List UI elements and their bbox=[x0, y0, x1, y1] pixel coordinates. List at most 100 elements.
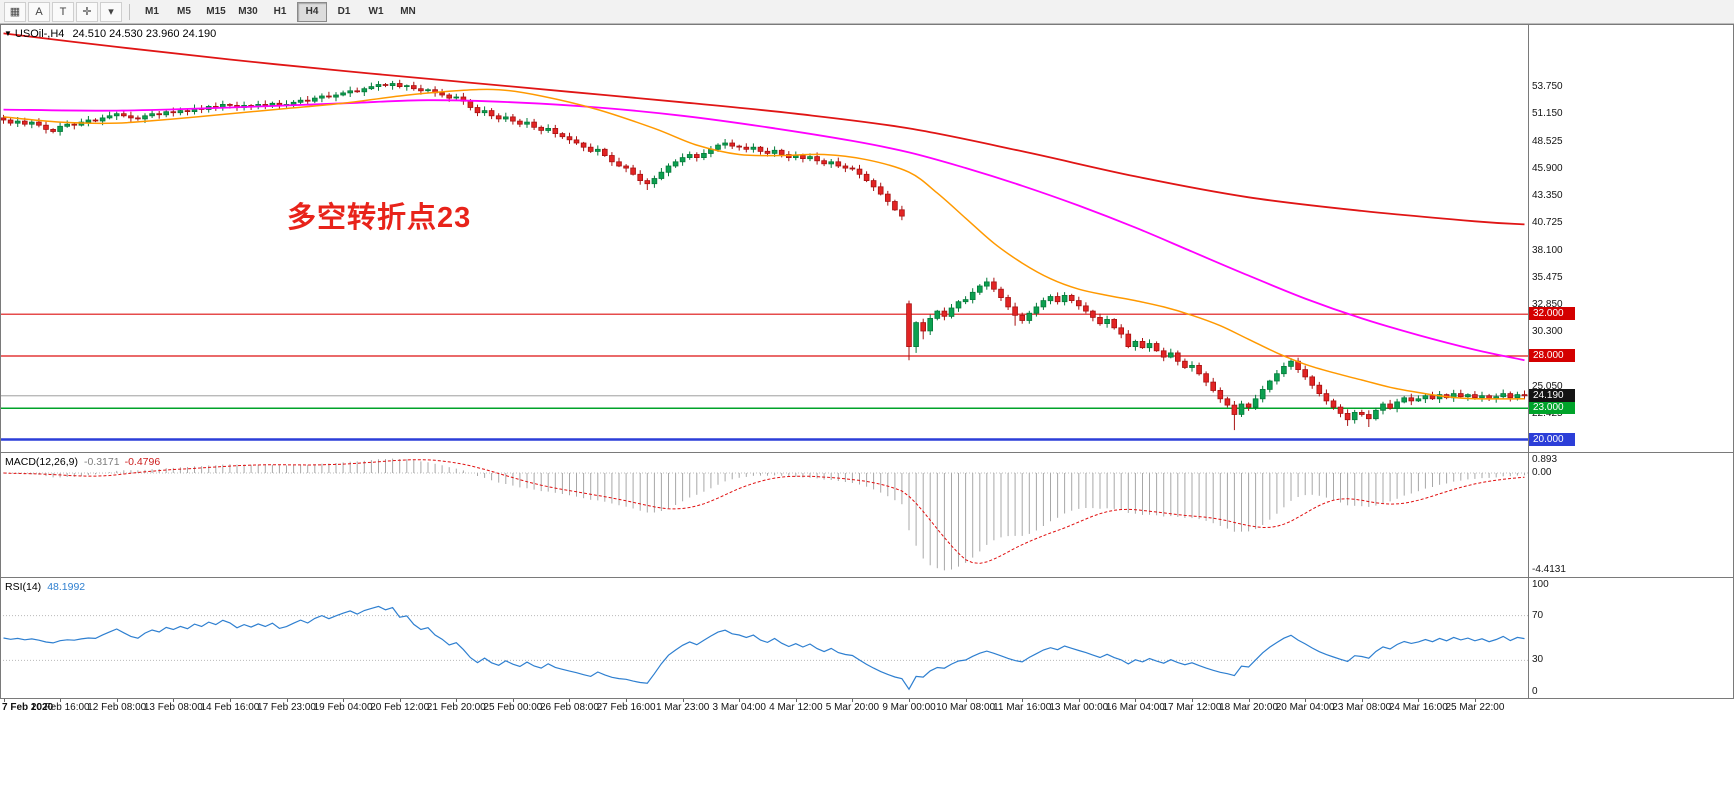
toolbar-tools-group: ▦ A T ✛ ▾ bbox=[3, 1, 123, 22]
price-line-badge: 32.000 bbox=[1529, 307, 1575, 320]
time-axis-tick bbox=[1022, 699, 1023, 702]
rsi-line bbox=[3, 605, 1525, 691]
price-axis-label: 53.750 bbox=[1532, 81, 1563, 92]
time-axis-label: 21 Feb 20:00 bbox=[426, 702, 486, 713]
time-axis-tick bbox=[456, 699, 457, 702]
rsi-axis-100: 100 bbox=[1532, 579, 1549, 590]
macd-name: MACD(12,26,9) bbox=[5, 456, 78, 468]
price-axis-label: 51.150 bbox=[1532, 108, 1563, 119]
charts-grid-icon[interactable]: ▦ bbox=[4, 1, 26, 22]
rsi-indicator-chart[interactable] bbox=[0, 578, 1528, 698]
ma-long-red bbox=[3, 32, 1525, 226]
price-axis-border bbox=[1528, 24, 1529, 699]
chart-frame-left bbox=[0, 24, 1, 699]
time-axis-tick bbox=[230, 699, 231, 702]
time-axis-tick bbox=[173, 699, 174, 702]
time-axis-label: 10 Mar 08:00 bbox=[936, 702, 996, 713]
chart-ohlc-values: 24.510 24.530 23.960 24.190 bbox=[72, 28, 217, 40]
chart-frame-top bbox=[0, 24, 1734, 25]
chart-dropdown-icon[interactable]: ▼ bbox=[4, 29, 12, 38]
timeframe-h1-button[interactable]: H1 bbox=[273, 6, 287, 17]
time-axis-tick bbox=[513, 699, 514, 702]
time-axis-tick bbox=[909, 699, 910, 702]
timeframe-d1-button[interactable]: D1 bbox=[337, 6, 351, 17]
time-axis-label: 4 Mar 12:00 bbox=[769, 702, 823, 713]
ma-medium-magenta bbox=[3, 99, 1525, 362]
timeframe-buttons-group: M1 M5 M15 M30 H1 H4 D1 W1 MN bbox=[136, 1, 424, 22]
time-axis-tick bbox=[1305, 699, 1306, 702]
time-axis-label: 12 Feb 08:00 bbox=[87, 702, 147, 713]
rsi-axis-30: 30 bbox=[1532, 654, 1544, 665]
time-axis-label: 24 Mar 16:00 bbox=[1388, 702, 1448, 713]
timeframe-m5-button[interactable]: M5 bbox=[177, 6, 191, 17]
text-label-t-icon[interactable]: T bbox=[52, 1, 74, 22]
time-axis[interactable]: 7 Feb 2020 10 Feb 16:00 12 Feb 08:00 13 Feb… bbox=[0, 699, 1734, 719]
timeframe-h4-button[interactable]: H4 bbox=[297, 1, 327, 22]
rsi-name: RSI(14) bbox=[5, 581, 42, 593]
time-axis-tick bbox=[1362, 699, 1363, 702]
time-axis-tick bbox=[739, 699, 740, 702]
price-axis-label: 48.525 bbox=[1532, 136, 1563, 147]
time-axis-tick bbox=[1418, 699, 1419, 702]
time-axis-label: 25 Feb 00:00 bbox=[483, 702, 543, 713]
macd-indicator-chart[interactable] bbox=[0, 453, 1528, 576]
candlestick-chart[interactable] bbox=[0, 25, 1528, 451]
rsi-axis-0: 0 bbox=[1532, 686, 1538, 697]
time-axis-tick bbox=[796, 699, 797, 702]
annotation-text[interactable]: 多空转折点23 bbox=[287, 202, 472, 234]
time-axis-label: 11 Mar 16:00 bbox=[993, 702, 1052, 713]
time-axis-label: 20 Feb 12:00 bbox=[370, 702, 430, 713]
timeframe-w1-button[interactable]: W1 bbox=[368, 6, 384, 17]
time-axis-label: 23 Mar 08:00 bbox=[1332, 702, 1392, 713]
macd-axis-max: 0.893 bbox=[1532, 454, 1558, 465]
time-axis-label: 19 Feb 04:00 bbox=[313, 702, 373, 713]
price-line-badge: 20.000 bbox=[1529, 433, 1575, 446]
rsi-axis-70: 70 bbox=[1532, 610, 1544, 621]
time-axis-tick bbox=[852, 699, 853, 702]
macd-histogram bbox=[10, 458, 1525, 571]
time-axis-label: 17 Feb 23:00 bbox=[257, 702, 316, 713]
price-line-badge: 23.000 bbox=[1529, 401, 1575, 414]
time-axis-label: 18 Mar 20:00 bbox=[1219, 702, 1279, 713]
price-axis-label: 40.725 bbox=[1532, 217, 1563, 228]
time-axis-tick bbox=[4, 699, 5, 702]
price-axis-label: 45.900 bbox=[1532, 163, 1563, 174]
current-price-badge: 24.190 bbox=[1529, 389, 1575, 402]
crosshair-tool-icon[interactable]: ✛ bbox=[76, 1, 98, 22]
time-axis-label: 17 Mar 12:00 bbox=[1162, 702, 1222, 713]
time-axis-label: 5 Mar 20:00 bbox=[825, 702, 880, 713]
macd-label: MACD(12,26,9) -0.3171 -0.4796 bbox=[5, 456, 160, 468]
time-axis-tick bbox=[626, 699, 627, 702]
rsi-panel-splitter[interactable] bbox=[0, 577, 1734, 578]
price-axis-label: 32.850 bbox=[1532, 299, 1563, 310]
text-label-a-icon[interactable]: A bbox=[28, 1, 50, 22]
time-axis-label: 10 Feb 16:00 bbox=[30, 702, 90, 713]
time-axis-label: 9 Mar 00:00 bbox=[882, 702, 936, 713]
time-axis-tick bbox=[1249, 699, 1250, 702]
timeframe-m15-button[interactable]: M15 bbox=[206, 6, 226, 17]
time-axis-label: 3 Mar 04:00 bbox=[712, 702, 766, 713]
time-axis-tick bbox=[1135, 699, 1136, 702]
candles bbox=[0, 79, 1528, 431]
rsi-value: 48.1992 bbox=[47, 581, 86, 593]
timeframe-m30-button[interactable]: M30 bbox=[238, 6, 258, 17]
time-axis-tick bbox=[1192, 699, 1193, 702]
time-axis-tick bbox=[287, 699, 288, 702]
tools-dropdown-caret-icon[interactable]: ▾ bbox=[100, 1, 122, 22]
price-axis-label: 22.425 bbox=[1532, 408, 1563, 419]
chart-symbol-period: USOil-,H4 bbox=[14, 28, 65, 40]
ma-fast-orange bbox=[3, 88, 1525, 400]
price-axis-label: 38.100 bbox=[1532, 245, 1563, 256]
time-axis-label: 26 Feb 08:00 bbox=[539, 702, 599, 713]
time-axis-label: 1 Mar 23:00 bbox=[655, 702, 710, 713]
time-axis-tick bbox=[1079, 699, 1080, 702]
toolbar-separator bbox=[129, 3, 130, 20]
macd-panel-splitter[interactable] bbox=[0, 452, 1734, 453]
timeframe-m1-button[interactable]: M1 bbox=[145, 6, 159, 17]
macd-signal-value: -0.4796 bbox=[124, 456, 161, 468]
timeframe-mn-button[interactable]: MN bbox=[400, 6, 416, 17]
time-axis-label: 16 Mar 04:00 bbox=[1105, 702, 1165, 713]
rsi-label: RSI(14) 48.1992 bbox=[5, 581, 85, 593]
time-axis-tick bbox=[343, 699, 344, 702]
